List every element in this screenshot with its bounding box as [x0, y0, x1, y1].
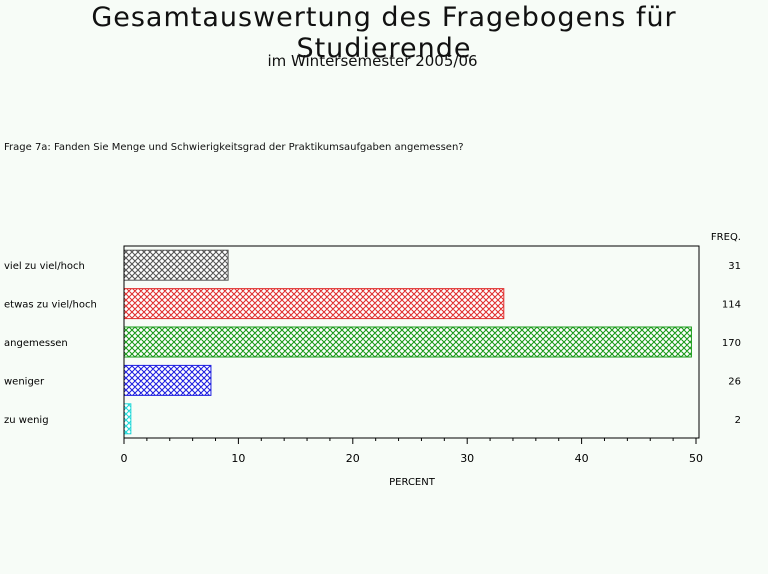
- freq-value: 114: [722, 300, 741, 311]
- bar-1: [123, 249, 229, 281]
- question-text: Frage 7a: Fanden Sie Menge und Schwierig…: [4, 142, 464, 153]
- bar-3: [123, 326, 692, 358]
- page-subtitle: im Wintersemester 2005/06: [267, 52, 478, 70]
- category-label: zu wenig: [4, 415, 49, 426]
- category-label: etwas zu viel/hoch: [4, 300, 97, 311]
- x-tick-label: 40: [575, 452, 589, 465]
- bar-5: [123, 403, 132, 435]
- freq-header: FREQ.: [711, 232, 741, 243]
- x-tick-label: 10: [231, 452, 245, 465]
- x-tick-label: 0: [121, 452, 128, 465]
- freq-value: 26: [728, 376, 741, 387]
- freq-value: 170: [722, 338, 741, 349]
- category-label: weniger: [4, 376, 45, 387]
- bar-4: [123, 364, 212, 396]
- x-tick-label: 20: [346, 452, 360, 465]
- plot-frame: [123, 245, 700, 439]
- category-label: angemessen: [4, 338, 68, 349]
- page-title: Gesamtauswertung des Fragebogens für Stu…: [91, 2, 677, 64]
- freq-value: 2: [735, 415, 741, 426]
- bar-2: [123, 288, 505, 320]
- x-tick-label: 30: [460, 452, 474, 465]
- freq-value: 31: [728, 261, 741, 272]
- x-axis-label: PERCENT: [389, 477, 436, 488]
- x-tick-label: 50: [689, 452, 703, 465]
- category-label: viel zu viel/hoch: [4, 261, 85, 272]
